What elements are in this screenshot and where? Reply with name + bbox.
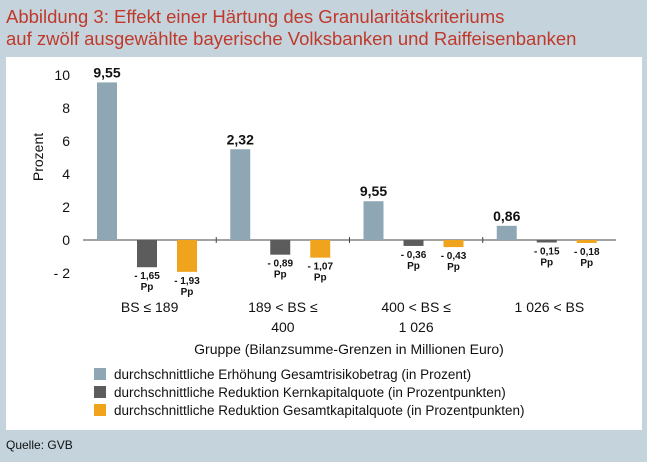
- bar-value-label: Pp: [407, 261, 420, 272]
- bar-value-label: - 0,36: [401, 250, 427, 261]
- bar-value-label: Pp: [314, 273, 327, 284]
- legend-label: durchschnittliche Erhöhung Gesamtrisikob…: [114, 367, 471, 382]
- y-axis-label: Prozent: [30, 133, 46, 181]
- legend-swatch: [94, 404, 106, 416]
- bar-value-label: 2,32: [227, 131, 254, 147]
- chart-panel: 10 8 6 4 2 0- 2 Prozent 9,55- 1,65 Pp - 1,93 Pp BS …: [6, 57, 642, 430]
- bar: [536, 240, 557, 243]
- bar: [97, 82, 117, 240]
- bar-value-label: Pp: [181, 287, 194, 298]
- bar-value-label: - 0,15: [534, 246, 560, 257]
- y-tick-label: 10: [54, 67, 70, 83]
- x-tick-label: 400 < BS ≤: [381, 299, 451, 315]
- bar-value-label: 0,86: [493, 208, 520, 224]
- bar: [177, 240, 197, 272]
- bar-value-label: - 0,18: [574, 247, 600, 258]
- x-tick-label: 1 026: [399, 319, 434, 335]
- bar: [403, 240, 424, 246]
- bar: [576, 240, 597, 243]
- chart-title-line-1: Abbildung 3: Effekt einer Härtung des Gr…: [6, 6, 505, 27]
- x-tick-label: BS ≤ 189: [121, 299, 179, 315]
- bar-value-label: - 1,65: [134, 271, 160, 282]
- legend-label: durchschnittliche Reduktion Kernkapitalq…: [114, 385, 506, 400]
- x-tick-label: 1 026 < BS: [515, 299, 585, 315]
- y-tick-label: 8: [62, 100, 70, 116]
- bar: [496, 225, 517, 240]
- x-tick-label: 189 < BS ≤: [248, 299, 318, 315]
- bar-value-label: Pp: [447, 262, 460, 273]
- bar-value-label: 9,55: [93, 64, 120, 80]
- bar-value-label: Pp: [540, 257, 553, 268]
- bar-value-label: - 0,89: [267, 259, 293, 270]
- bar-value-label: Pp: [141, 282, 154, 293]
- bar: [443, 240, 464, 248]
- bar: [310, 240, 331, 258]
- legend-swatch: [94, 368, 106, 380]
- bar: [363, 201, 384, 240]
- y-tick-label: - 2: [54, 265, 71, 281]
- y-tick-label: 2: [62, 199, 70, 215]
- bar-value-label: Pp: [274, 270, 287, 281]
- legend-label: durchschnittliche Reduktion Gesamtkapita…: [114, 403, 524, 418]
- x-axis-label: Gruppe (Bilanzsumme-Grenzen in Millionen…: [194, 341, 504, 357]
- y-tick-label: 6: [62, 133, 70, 149]
- source-note: Quelle: GVB: [6, 438, 73, 452]
- y-tick-label: 4: [62, 166, 70, 182]
- chart-title: Abbildung 3: Effekt einer Härtung des Gr…: [6, 6, 642, 50]
- chart-title-line-2: auf zwölf ausgewählte bayerische Volksba…: [6, 28, 577, 49]
- bar-value-label: - 0,43: [441, 251, 467, 262]
- legend-swatch: [94, 386, 106, 398]
- x-tick-label: 400: [271, 319, 295, 335]
- y-tick-label: 0: [62, 232, 70, 248]
- bar-value-label: - 1,93: [174, 276, 200, 287]
- bar-value-label: - 1,07: [307, 262, 333, 273]
- bar-value-label: Pp: [580, 258, 593, 269]
- bar-value-label: 9,55: [360, 183, 387, 199]
- bar: [137, 240, 157, 268]
- bar: [270, 240, 291, 255]
- bar: [230, 149, 251, 240]
